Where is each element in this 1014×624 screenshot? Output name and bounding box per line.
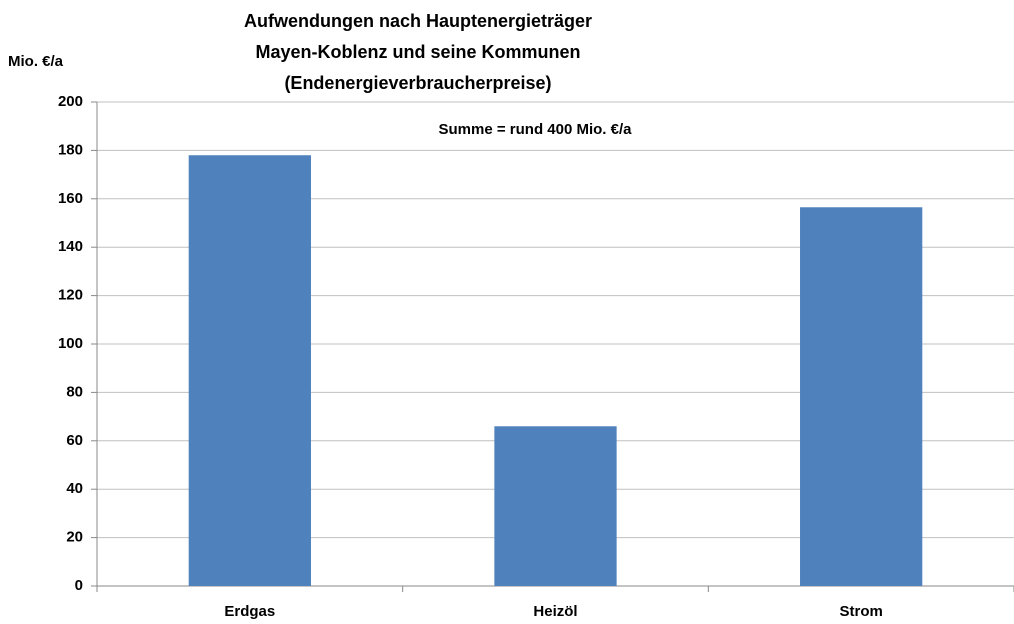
y-tick-label: 100: [58, 335, 83, 352]
x-tick-label: Strom: [839, 603, 882, 620]
y-tick-label: 80: [66, 383, 83, 400]
chart-title: Mayen-Koblenz und seine Kommunen: [255, 42, 580, 62]
y-tick-label: 40: [66, 480, 83, 497]
y-axis-label: Mio. €/a: [8, 53, 64, 70]
y-tick-label: 20: [66, 529, 83, 546]
bar: [800, 207, 923, 586]
bar: [188, 155, 311, 587]
y-tick-label: 0: [75, 577, 83, 594]
x-tick-label: Erdgas: [224, 603, 275, 620]
y-tick-label: 200: [58, 93, 83, 110]
y-tick-label: 120: [58, 287, 83, 304]
y-tick-label: 180: [58, 141, 83, 158]
chart-title: Aufwendungen nach Hauptenergieträger: [244, 11, 592, 31]
x-tick-label: Heizöl: [533, 603, 577, 620]
annotation: Summe = rund 400 Mio. €/a: [439, 121, 633, 138]
y-tick-label: 160: [58, 190, 83, 207]
chart-title: (Endenergieverbraucherpreise): [284, 73, 551, 93]
y-tick-label: 60: [66, 432, 83, 449]
y-tick-label: 140: [58, 238, 83, 255]
bar: [494, 426, 617, 586]
